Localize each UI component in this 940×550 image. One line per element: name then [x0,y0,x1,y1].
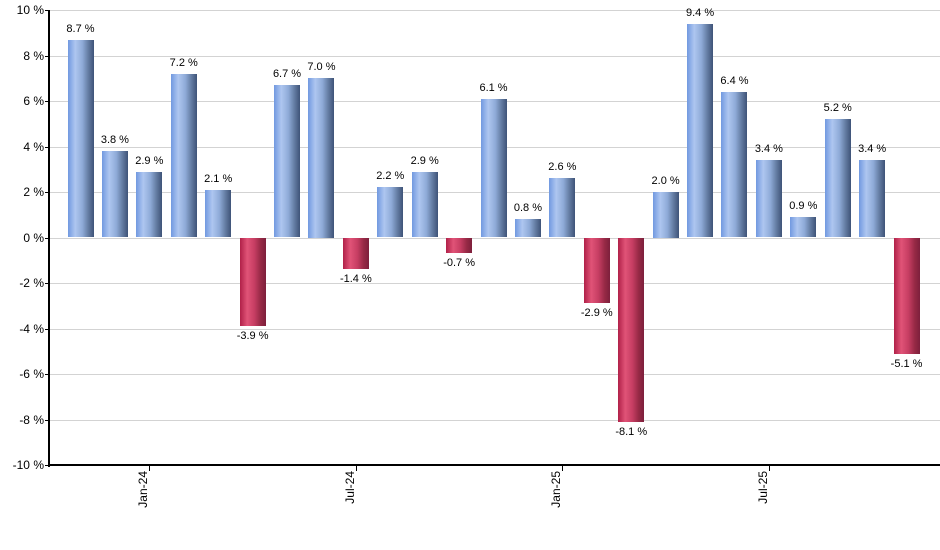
y-grid-line [50,374,940,375]
y-axis-tick-label: 2 % [23,185,44,199]
bar-value-label: 7.2 % [169,56,198,69]
bar-positive [549,178,576,238]
bar-value-label: 6.7 % [272,68,302,81]
y-axis-tick-label: -6 % [19,367,44,381]
bar-positive [480,98,507,238]
bar-negative [618,237,645,422]
bar-value-label: 2.9 % [135,154,164,167]
y-grid-line [50,56,940,57]
x-axis-line [48,464,940,466]
y-axis-tick [45,147,50,148]
bar-positive [308,78,335,238]
bar-value-label: 9.4 % [685,6,715,19]
bar-value-label: 2.1 % [204,172,233,185]
bar-value-label: -2.9 % [580,307,613,320]
y-grid-line [50,329,940,330]
bar-positive [67,39,94,238]
bar-negative [446,237,473,254]
y-axis-tick [45,56,50,57]
y-axis-tick-label: 6 % [23,94,44,108]
bar-positive [411,171,438,238]
x-axis-tick [356,465,357,471]
bar-value-label: 2.6 % [548,161,577,174]
y-grid-line [50,420,940,421]
y-axis-tick [45,10,50,11]
bar-value-label: 3.4 % [754,143,783,156]
bar-value-label: 6.4 % [720,74,749,87]
bar-value-label: 5.2 % [823,102,852,115]
bar-value-label: 7.0 % [307,61,336,74]
y-axis-tick [45,283,50,284]
bar-negative [342,237,369,270]
y-axis-tick-label: 4 % [23,140,44,154]
bar-value-label: -8.1 % [615,425,648,438]
y-axis-tick-label: -10 % [12,458,44,472]
y-axis-tick-label: -8 % [19,413,44,427]
bar-value-label: 3.4 % [858,143,887,156]
y-axis-tick [45,101,50,102]
x-axis-tick [562,465,563,471]
bar-value-label: -5.1 % [890,357,923,370]
y-axis-tick [45,420,50,421]
y-axis-line [48,10,50,467]
bar-positive [652,192,679,238]
x-axis-tick [769,465,770,471]
bar-positive [755,160,782,238]
bar-positive [859,160,886,238]
y-axis-tick [45,192,50,193]
bar-negative [583,237,610,304]
y-grid-line [50,283,940,284]
bar-positive [514,219,541,238]
y-grid-line [50,10,940,11]
y-axis-tick [45,374,50,375]
x-axis-tick-label: Jan-25 [549,471,563,508]
bar-value-label: 6.1 % [479,81,508,94]
bar-value-label: 8.7 % [66,22,95,35]
y-axis-tick [45,465,50,466]
bar-positive [790,217,817,238]
bar-value-label: 0.9 % [789,200,818,213]
x-axis-tick-label: Jul-25 [756,471,770,504]
bar-positive [687,23,714,238]
x-axis-tick-label: Jan-24 [136,471,150,508]
x-axis-tick-label: Jul-24 [343,471,357,504]
bar-negative [893,237,920,354]
bar-value-label: -1.4 % [339,273,372,286]
bar-positive [824,119,851,238]
y-axis-tick-label: -4 % [19,322,44,336]
y-axis-tick-label: -2 % [19,276,44,290]
y-axis-tick-label: 8 % [23,49,44,63]
y-axis-tick [45,238,50,239]
bar-positive [170,73,197,238]
bar-negative [239,237,266,327]
bar-value-label: -0.7 % [443,257,475,270]
y-grid-line [50,238,940,239]
bar-positive [205,189,232,238]
y-axis-tick-label: 0 % [23,231,44,245]
bar-positive [101,151,128,238]
bar-value-label: 2.0 % [651,175,680,187]
y-axis-tick [45,329,50,330]
bar-value-label: -3.9 % [236,330,269,343]
bar-value-label: 3.8 % [100,134,129,147]
bar-positive [136,171,163,238]
bar-positive [377,187,404,238]
bar-value-label: 0.8 % [513,202,543,215]
x-axis-tick [149,465,150,471]
bar-value-label: 2.9 % [410,154,439,167]
bar-value-label: 2.2 % [376,170,405,183]
y-axis-tick-label: 10 % [16,3,44,17]
bar-positive [721,91,748,238]
bar-positive [274,85,301,238]
